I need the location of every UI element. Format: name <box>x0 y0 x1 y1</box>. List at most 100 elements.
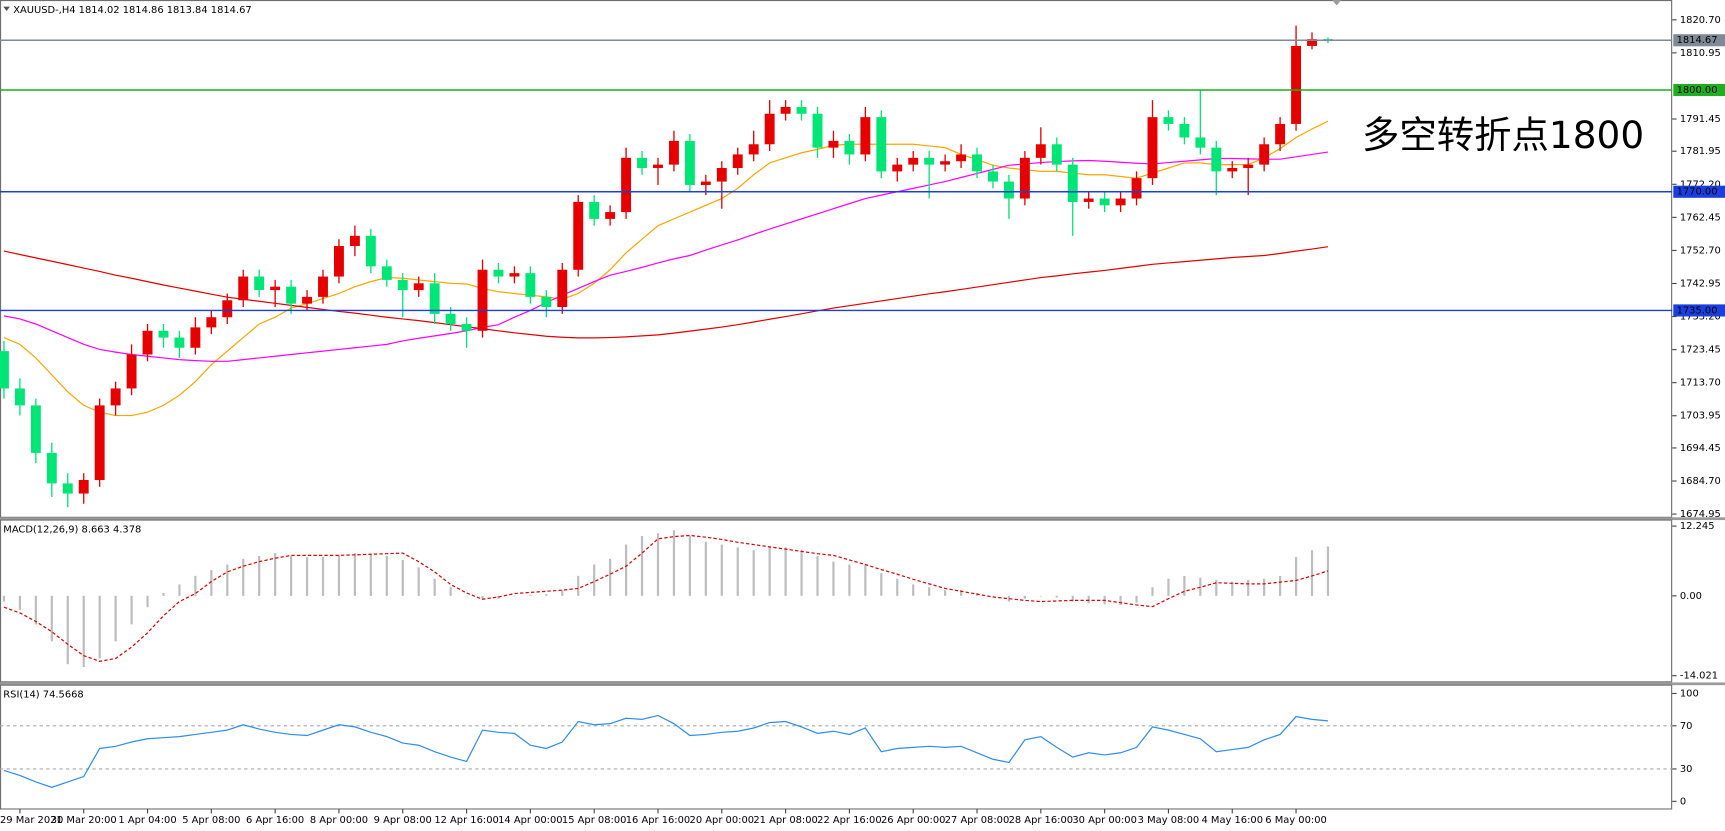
candle-body <box>557 269 568 308</box>
candle-body <box>892 164 903 172</box>
macd-bar <box>194 575 197 596</box>
macd-bar <box>497 595 500 599</box>
y-tick-label: -14.021 <box>1680 671 1718 682</box>
candle-body <box>828 140 839 148</box>
candle-body <box>876 117 887 172</box>
candle-body <box>302 296 312 304</box>
candle-body <box>126 354 137 389</box>
candle-body <box>700 181 711 185</box>
candle-body <box>1051 144 1062 165</box>
macd-bar <box>210 570 213 596</box>
candle-body <box>190 327 201 348</box>
y-tick-label: 1772.20 <box>1680 179 1721 190</box>
macd-bar <box>433 578 436 596</box>
y-tick-label: 1742.95 <box>1680 278 1721 289</box>
macd-bar <box>417 567 420 596</box>
macd-bar <box>401 559 404 596</box>
macd-bar <box>1215 579 1218 596</box>
candle-body <box>333 246 344 277</box>
candle-body <box>541 296 552 308</box>
candle-body <box>174 337 185 348</box>
level-label: 1814.67 <box>1677 35 1718 46</box>
candle-body <box>78 480 89 494</box>
y-tick-label: 1791.45 <box>1680 114 1721 125</box>
macd-bar <box>880 573 883 596</box>
signal-line <box>3 534 1329 662</box>
macd-bar <box>1231 581 1234 596</box>
x-tick-label: 4 May 16:00 <box>1201 815 1263 826</box>
candle-body <box>764 113 775 145</box>
candle-body <box>1115 198 1126 206</box>
candle-body <box>14 388 25 406</box>
macd-bar <box>609 558 612 596</box>
macd-bar <box>545 594 548 596</box>
level-label-box <box>1673 34 1725 47</box>
candle-body <box>1227 168 1238 172</box>
candle-body <box>0 351 9 389</box>
macd-bar <box>1279 575 1282 596</box>
macd-bar <box>784 547 787 596</box>
macd-bar <box>848 564 851 596</box>
candle-body <box>110 388 121 406</box>
level-label: 1770.00 <box>1677 187 1718 198</box>
macd-bar <box>1151 587 1154 596</box>
moving-average <box>3 151 1329 362</box>
candle-body <box>238 276 249 301</box>
x-tick-label: 20 Apr 00:00 <box>690 815 754 826</box>
candle-body <box>94 405 105 481</box>
macd-bar <box>688 536 691 596</box>
level-label: 1800.00 <box>1677 85 1718 96</box>
macd-bar <box>912 584 915 596</box>
macd-bar <box>369 554 372 596</box>
macd-bar <box>465 595 468 597</box>
macd-bar <box>1007 595 1011 602</box>
macd-bar <box>82 595 85 668</box>
macd-bar <box>98 595 101 659</box>
separator <box>0 517 1725 521</box>
macd-bar <box>18 595 22 611</box>
annotation: 多空转折点1800 <box>1362 113 1644 157</box>
separator <box>0 682 1725 686</box>
y-tick-label: 1781.95 <box>1680 146 1721 157</box>
y-tick-label: 0.00 <box>1680 591 1702 602</box>
macd-bar <box>2 595 6 602</box>
candle-body <box>413 283 424 291</box>
candle-body <box>270 286 281 291</box>
y-tick-label: 1703.95 <box>1680 411 1721 422</box>
x-tick-label: 1 Apr 04:00 <box>118 815 176 826</box>
macd-bar <box>1199 577 1202 596</box>
candle-body <box>493 269 504 277</box>
macd-bar <box>736 547 739 596</box>
y-tick-label: 1762.45 <box>1680 212 1721 223</box>
macd-bar <box>1310 550 1314 596</box>
y-tick-label: 1752.70 <box>1680 245 1721 256</box>
collapse-icon <box>3 6 10 12</box>
candle-body <box>653 164 663 169</box>
candle-body <box>668 140 679 165</box>
y-tick-label: 30 <box>1680 764 1693 775</box>
moving-average <box>3 246 1329 339</box>
y-tick-label: 0 <box>1680 796 1686 807</box>
candle-body <box>477 269 488 331</box>
candle-body <box>206 317 217 328</box>
macd-bar <box>752 550 755 596</box>
shift-marker <box>1332 0 1342 6</box>
macd-bar <box>1071 595 1074 602</box>
candle-body <box>860 117 871 155</box>
macd-bar <box>114 595 117 642</box>
candle-body <box>956 154 967 162</box>
macd-bar <box>816 555 819 596</box>
macd-bar <box>34 595 37 625</box>
candle-body <box>621 157 632 213</box>
candle-body <box>1035 144 1046 158</box>
candle-body <box>30 405 41 453</box>
macd-bar <box>513 595 516 597</box>
candle-body <box>1179 123 1190 138</box>
macd-bar <box>624 544 628 596</box>
candle-body <box>605 212 616 219</box>
candle-body <box>318 276 328 297</box>
macd-bar <box>864 564 867 596</box>
candle-body <box>1243 164 1254 169</box>
macd-bar <box>1119 595 1122 605</box>
